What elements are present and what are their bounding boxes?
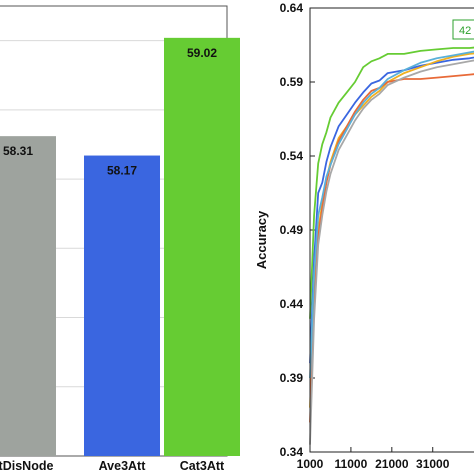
bar-category-label: CatDisNode [0, 459, 53, 473]
y-tick-label: 0.54 [280, 149, 304, 163]
annotation-text: 42 [459, 25, 471, 37]
line-chart-series [309, 46, 474, 445]
line-series-2 [309, 56, 474, 364]
bar-value-label: 58.31 [3, 144, 33, 158]
line-chart-panel: Accuracy 0.34 0.39 0.44 0.49 0.54 0.59 0.64 10… [254, 1, 474, 471]
line-chart-annotation: 42 [452, 19, 474, 40]
bar-3 [164, 37, 240, 456]
line-series-6 [309, 59, 474, 445]
y-tick-label: 0.34 [280, 445, 304, 459]
y-tick-label: 0.39 [280, 371, 304, 385]
line-chart-y-tick-labels: 0.34 0.39 0.44 0.49 0.54 0.59 0.64 [280, 1, 304, 459]
bar-value-label: 59.02 [187, 46, 217, 60]
bar-1 [0, 136, 56, 456]
y-tick-label: 0.49 [280, 223, 304, 237]
bar-value-label: 58.17 [107, 164, 137, 178]
line-series-4 [309, 73, 474, 423]
y-tick-label: 0.44 [280, 297, 304, 311]
line-chart-x-tick-labels: 1000 11000 21000 31000 [297, 457, 450, 471]
bar-chart-panel: 58.31 58.17 59.02 CatDisNode Ave3Att Cat3Att [0, 5, 240, 473]
line-chart-y-axis-title: Accuracy [254, 210, 269, 269]
annotation-box [452, 19, 474, 40]
x-tick-label: 11000 [335, 457, 368, 471]
line-series-5 [309, 50, 474, 379]
x-tick-label: 21000 [375, 457, 409, 471]
y-tick-label: 0.59 [280, 75, 304, 89]
bar-chart-category-labels: CatDisNode Ave3Att Cat3Att [0, 459, 225, 473]
y-tick-label: 0.64 [280, 1, 304, 15]
bar-category-label: Cat3Att [180, 459, 225, 473]
line-series-3 [309, 52, 474, 408]
bar-chart-bars [0, 37, 240, 457]
x-tick-label: 31000 [416, 457, 450, 471]
bar-2 [84, 155, 160, 457]
line-chart-plot-frame [309, 7, 474, 453]
bar-category-label: Ave3Att [99, 459, 147, 473]
line-series-1 [309, 46, 474, 319]
bar-chart-value-labels: 58.31 58.17 59.02 [3, 46, 217, 178]
x-tick-label: 1000 [297, 457, 324, 471]
